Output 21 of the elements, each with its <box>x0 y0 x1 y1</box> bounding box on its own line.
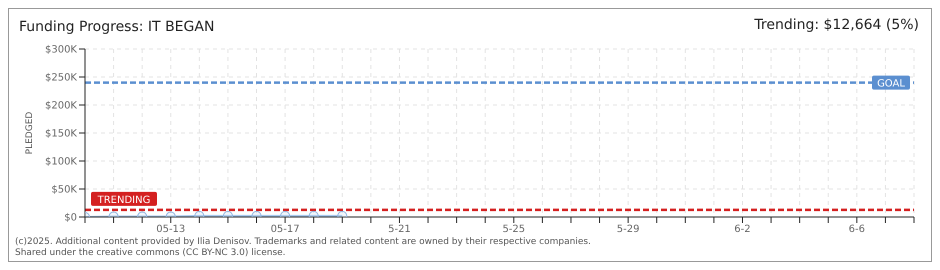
x-tick-label: 5-21 <box>388 224 411 236</box>
y-tick-label: $50K <box>51 184 78 196</box>
chart-subtitle: Trending: $12,664 (5%) <box>754 17 919 33</box>
y-tick-label: $150K <box>44 128 78 140</box>
chart-title: Funding Progress: IT BEGAN <box>19 19 214 35</box>
y-tick-label: $200K <box>44 100 78 112</box>
x-tick-label: 05-17 <box>270 224 300 236</box>
x-tick-label: 5-25 <box>502 224 526 236</box>
x-tick-label: 5-29 <box>616 224 640 236</box>
text: Shared under the creative commons (CC BY-NC 3.0) license. <box>15 248 287 259</box>
y-tick-label: $300K <box>44 44 78 56</box>
x-tick-label: 05-13 <box>156 224 186 236</box>
y-axis-title: PLEDGED <box>25 112 36 154</box>
ref-line-label: GOAL <box>877 78 906 90</box>
y-tick-label: $250K <box>44 72 78 84</box>
y-tick-label: $0 <box>64 212 77 224</box>
y-tick-label: $100K <box>44 156 78 168</box>
x-tick-label: 6-2 <box>734 224 751 236</box>
x-tick-label: 6-6 <box>848 224 865 236</box>
ref-line-label: TRENDING <box>96 194 150 206</box>
text: (c)2025. Additional content provided by Ilia Denisov. Trademarks and related content are owned by their respective companies. <box>15 237 591 248</box>
